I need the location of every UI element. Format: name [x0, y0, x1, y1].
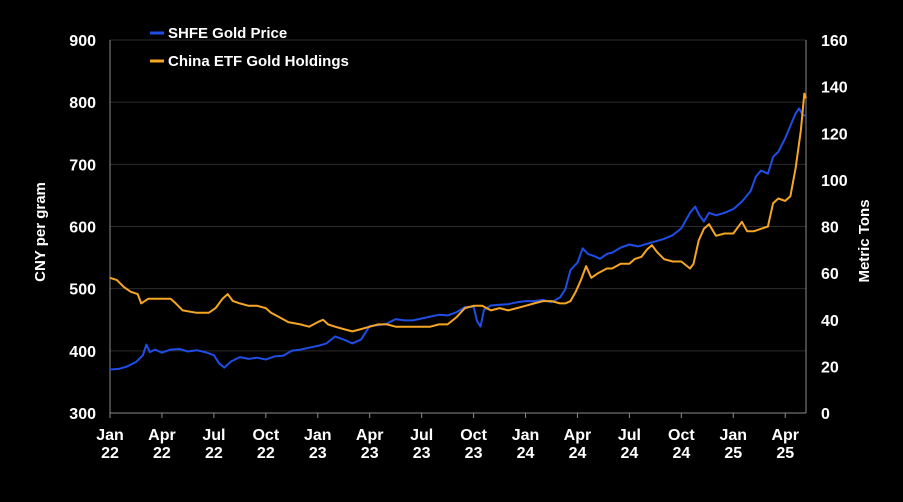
right-axis-title: Metric Tons [856, 199, 873, 282]
axes [109, 40, 807, 414]
left-tick-label: 400 [69, 344, 96, 361]
right-tick-label: 60 [821, 266, 839, 283]
x-tick-label: Jan 25 [719, 427, 747, 462]
right-tick-label: 120 [821, 126, 848, 143]
x-tick-label: Oct 23 [460, 427, 487, 462]
left-tick-label: 800 [69, 95, 96, 112]
left-axis-ticks: 300 400 500 600 700 800 900 [69, 33, 96, 423]
right-tick-label: 160 [821, 33, 848, 50]
right-tick-label: 80 [821, 220, 839, 237]
left-tick-label: 300 [69, 406, 96, 423]
x-tick-label: Jan 23 [304, 427, 332, 462]
x-tick-label: Apr 25 [771, 427, 799, 462]
x-tick-label: Jul 23 [410, 427, 433, 462]
x-tick-label: Jul 24 [618, 427, 641, 462]
x-tick-label: Apr 22 [148, 427, 176, 462]
series-line-shfe-gold-price [109, 107, 806, 371]
series-layer [109, 92, 807, 371]
x-tick-label: Jul 22 [202, 427, 225, 462]
right-tick-label: 20 [821, 359, 839, 376]
legend-item-etf: China ETF Gold Holdings [150, 53, 349, 70]
x-tick-label: Jan 22 [96, 427, 124, 462]
legend: SHFE Gold Price China ETF Gold Holdings [150, 25, 349, 70]
left-tick-label: 700 [69, 157, 96, 174]
legend-label-shfe: SHFE Gold Price [168, 25, 287, 42]
x-tick-label: Apr 23 [356, 427, 384, 462]
right-axis-ticks: 0 20 40 60 80 100 120 140 160 [821, 33, 848, 423]
x-axis-ticks: Jan 22 Apr 22 Jul 22 Oct 22 Jan 23 Apr 23 Jul 23 Oct 23… [96, 413, 799, 462]
left-tick-label: 500 [69, 282, 96, 299]
x-tick-label: Oct 24 [668, 427, 695, 462]
x-tick-label: Jan 24 [512, 427, 540, 462]
left-tick-label: 600 [69, 220, 96, 237]
legend-item-shfe: SHFE Gold Price [150, 25, 287, 42]
right-tick-label: 100 [821, 173, 848, 190]
left-tick-label: 900 [69, 33, 96, 50]
legend-label-etf: China ETF Gold Holdings [168, 53, 349, 70]
series-line-china-etf-gold-holdings [109, 92, 807, 333]
x-tick-label: Oct 22 [252, 427, 279, 462]
gridlines [110, 39, 806, 352]
left-axis-title: CNY per gram [32, 182, 49, 282]
x-tick-label: Apr 24 [564, 427, 592, 462]
right-tick-label: 0 [821, 406, 830, 423]
right-tick-label: 40 [821, 313, 839, 330]
right-tick-label: 140 [821, 80, 848, 97]
